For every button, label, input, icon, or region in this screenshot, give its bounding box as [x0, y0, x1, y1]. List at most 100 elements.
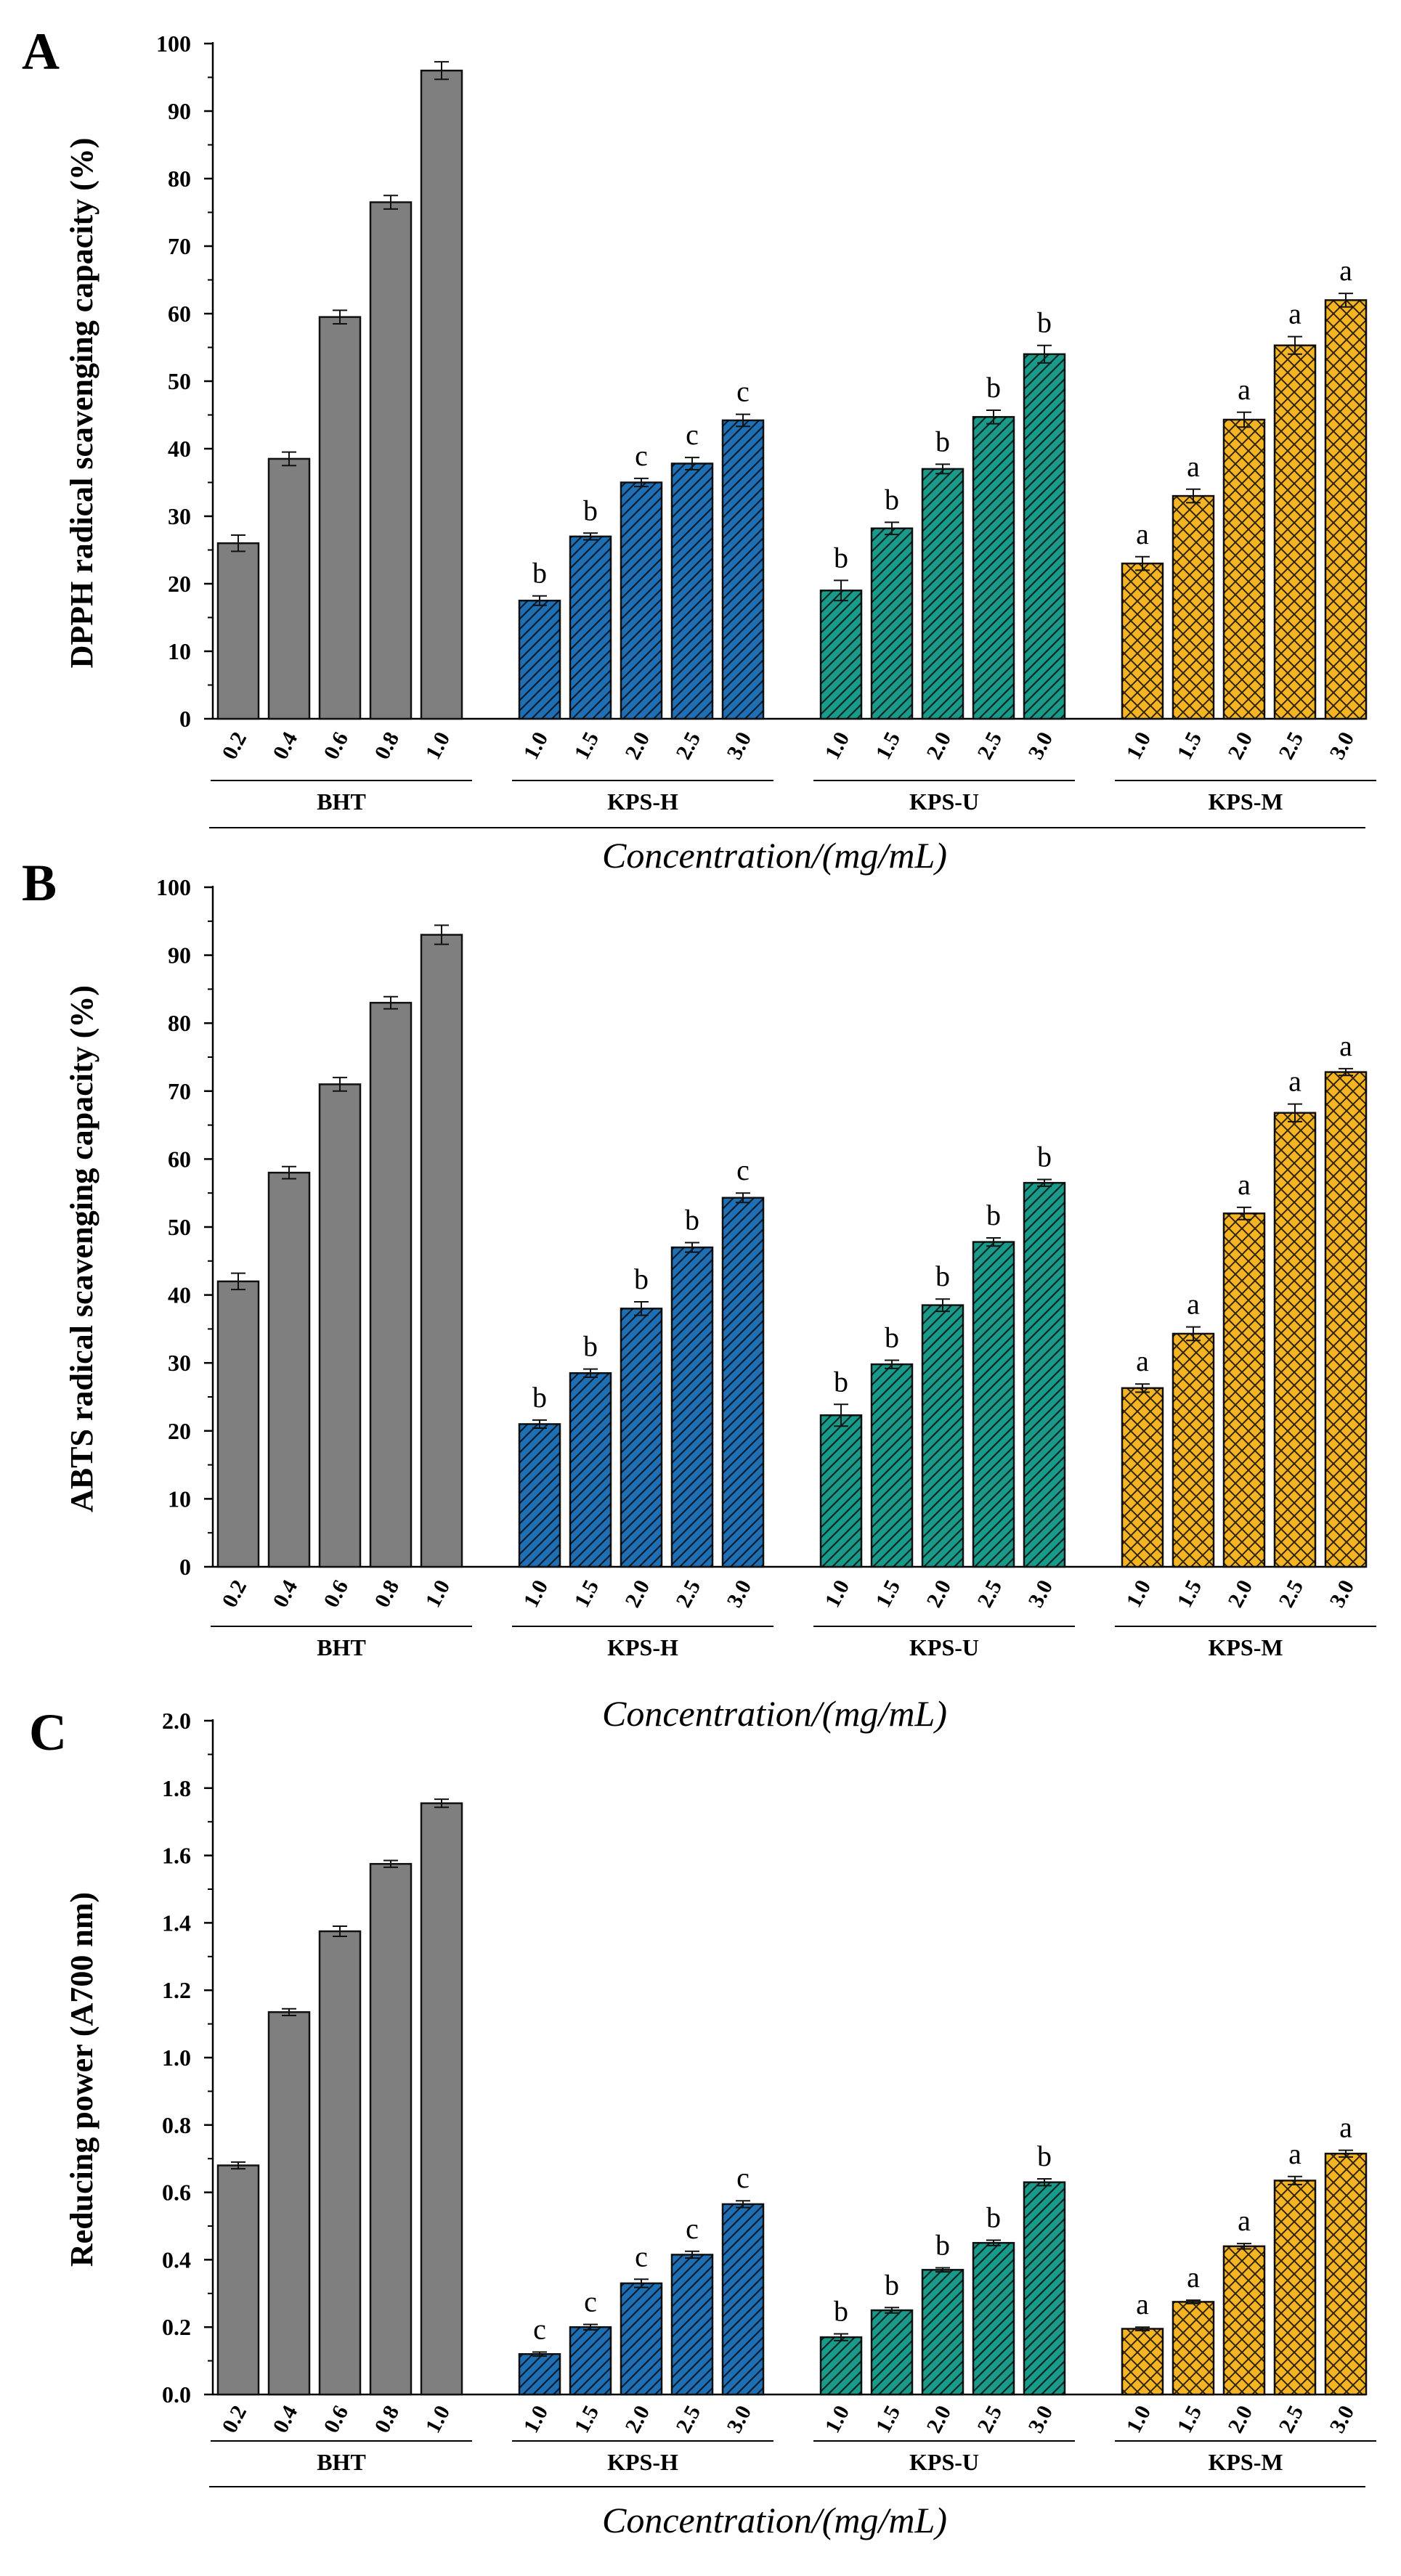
significance-letter: a	[1238, 1168, 1251, 1201]
y-tick-label: 100	[156, 874, 191, 900]
y-tick-label: 2.0	[162, 1708, 191, 1734]
x-tick-label: 1.5	[871, 2402, 905, 2437]
bar	[267, 1171, 311, 1568]
x-tick-label: 0.6	[319, 728, 353, 764]
significance-letter: b	[986, 371, 1001, 404]
x-tick-label: 2.5	[671, 2402, 705, 2437]
bar-pattern	[519, 600, 560, 719]
y-tick-label: 30	[168, 503, 191, 529]
bar-pattern	[621, 482, 662, 719]
x-tick-label: 1.0	[820, 1576, 854, 1612]
x-tick-label: 1.5	[569, 1576, 604, 1612]
significance-letter: c	[736, 1154, 750, 1186]
significance-letter: a	[1339, 1030, 1352, 1062]
group-kps-h: b 1.0 b 1.5 b 2.0 b 2.5 c 3.0 KPS-H	[512, 1154, 773, 1660]
bar-pattern	[872, 1364, 912, 1567]
significance-letter: b	[834, 2294, 848, 2327]
x-tick-label: 1.5	[569, 728, 604, 764]
x-tick-label: 2.0	[922, 2402, 956, 2437]
x-tick-label: 1.0	[1121, 2402, 1156, 2437]
group-kps-h: b 1.0 b 1.5 c 2.0 c 2.5 c 3.0 KPS-H	[512, 375, 773, 815]
group-bht: 0.2 0.4 0.6 0.8 1.0 BHT	[211, 924, 472, 1660]
bar-pattern	[1275, 2180, 1315, 2394]
x-tick-label: 2.0	[1223, 2402, 1257, 2437]
x-tick-label: 2.0	[620, 1576, 654, 1612]
bar-pattern	[1325, 1072, 1366, 1567]
panel-a: A 0 10 20 30 40 50 60 70 80 90 100 DPPH radical scav…	[22, 23, 1376, 876]
y-tick-label: 20	[168, 1418, 191, 1444]
x-tick-label: 1.0	[820, 2402, 854, 2437]
x-tick-label: 1.0	[1121, 728, 1156, 764]
y-axis-title: ABTS radical scavenging capacity (%)	[64, 985, 100, 1512]
bar-pattern	[1275, 345, 1315, 720]
bar-pattern	[821, 2337, 861, 2394]
bar-pattern	[1024, 354, 1065, 719]
x-tick-label: 2.5	[671, 728, 705, 764]
x-axis-title: Concentration/(mg/mL)	[602, 835, 947, 876]
bar-pattern	[1024, 1183, 1065, 1567]
bar-pattern	[1173, 1333, 1214, 1567]
y-axis-title: Reducing power (A700 nm)	[64, 1892, 100, 2267]
bar-pattern	[1122, 2328, 1163, 2394]
bar-pattern	[1173, 2302, 1214, 2394]
y-tick-label: 10	[168, 1485, 191, 1512]
bar-pattern	[922, 2270, 963, 2394]
bar-pattern	[570, 1373, 611, 1567]
bar-pattern	[872, 528, 912, 719]
bar	[318, 1930, 362, 2396]
significance-letter: b	[583, 494, 598, 526]
x-tick-label: 0.2	[217, 1576, 251, 1612]
group-kps-h: c 1.0 c 1.5 c 2.0 c 2.5 c 3.0 KPS-H	[512, 2161, 773, 2475]
bar-pattern	[519, 1424, 560, 1567]
x-tick-label: 0.4	[268, 728, 302, 764]
y-tick-label: 80	[168, 166, 191, 192]
significance-letter: a	[1288, 2137, 1301, 2170]
bar	[420, 934, 463, 1568]
bar-pattern	[1024, 2182, 1065, 2394]
x-tick-label: 3.0	[1023, 2402, 1057, 2437]
significance-letter: b	[532, 557, 547, 590]
bar-pattern	[621, 2283, 662, 2394]
group-kps-m: a 1.0 a 1.5 a 2.0 a 2.5 a 3.0 KPS-M	[1115, 254, 1376, 815]
x-tick-label: 0.8	[370, 2402, 404, 2437]
bar-pattern	[723, 2204, 763, 2394]
group-bht: 0.2 0.4 0.6 0.8 1.0 BHT	[211, 61, 472, 815]
group-label: KPS-H	[607, 2449, 678, 2475]
x-tick-label: 2.5	[1274, 1576, 1308, 1612]
x-tick-label: 1.5	[1172, 728, 1206, 764]
panel-label: A	[22, 23, 60, 81]
group-bht: 0.2 0.4 0.6 0.8 1.0 BHT	[211, 1798, 472, 2475]
significance-letter: a	[1187, 2261, 1200, 2294]
group-label: KPS-H	[607, 788, 678, 815]
bar-pattern	[723, 1197, 763, 1567]
bar	[369, 1862, 413, 2396]
bar-pattern	[1224, 1213, 1264, 1567]
x-tick-label: 0.2	[217, 728, 251, 764]
significance-letter: a	[1339, 2111, 1352, 2144]
y-tick-label: 60	[168, 301, 191, 327]
bar-pattern	[922, 1305, 963, 1567]
bar	[318, 1083, 362, 1568]
y-tick-label: 30	[168, 1350, 191, 1376]
y-tick-label: 1.4	[162, 1909, 191, 1936]
y-tick-label: 1.2	[162, 1977, 191, 2003]
bar-pattern	[922, 468, 963, 719]
y-tick-label: 50	[168, 368, 191, 394]
x-tick-label: 2.5	[972, 1576, 1007, 1612]
significance-letter: a	[1136, 518, 1149, 550]
y-tick-label: 20	[168, 571, 191, 597]
y-tick-label: 1.8	[162, 1775, 191, 1801]
panel-label: C	[29, 1703, 67, 1761]
y-tick-label: 0.0	[162, 2381, 191, 2408]
x-tick-label: 3.0	[722, 1576, 756, 1612]
bar	[267, 2011, 311, 2396]
bar	[420, 69, 463, 720]
y-tick-label: 0	[179, 1554, 191, 1580]
x-tick-label: 2.0	[1223, 1576, 1257, 1612]
significance-letter: a	[1238, 2204, 1251, 2237]
y-tick-label: 0.2	[162, 2314, 191, 2340]
group-label: BHT	[317, 1634, 366, 1660]
x-tick-label: 2.5	[1274, 2402, 1308, 2437]
bar-pattern	[1173, 496, 1214, 719]
x-tick-label: 0.2	[217, 2402, 251, 2437]
